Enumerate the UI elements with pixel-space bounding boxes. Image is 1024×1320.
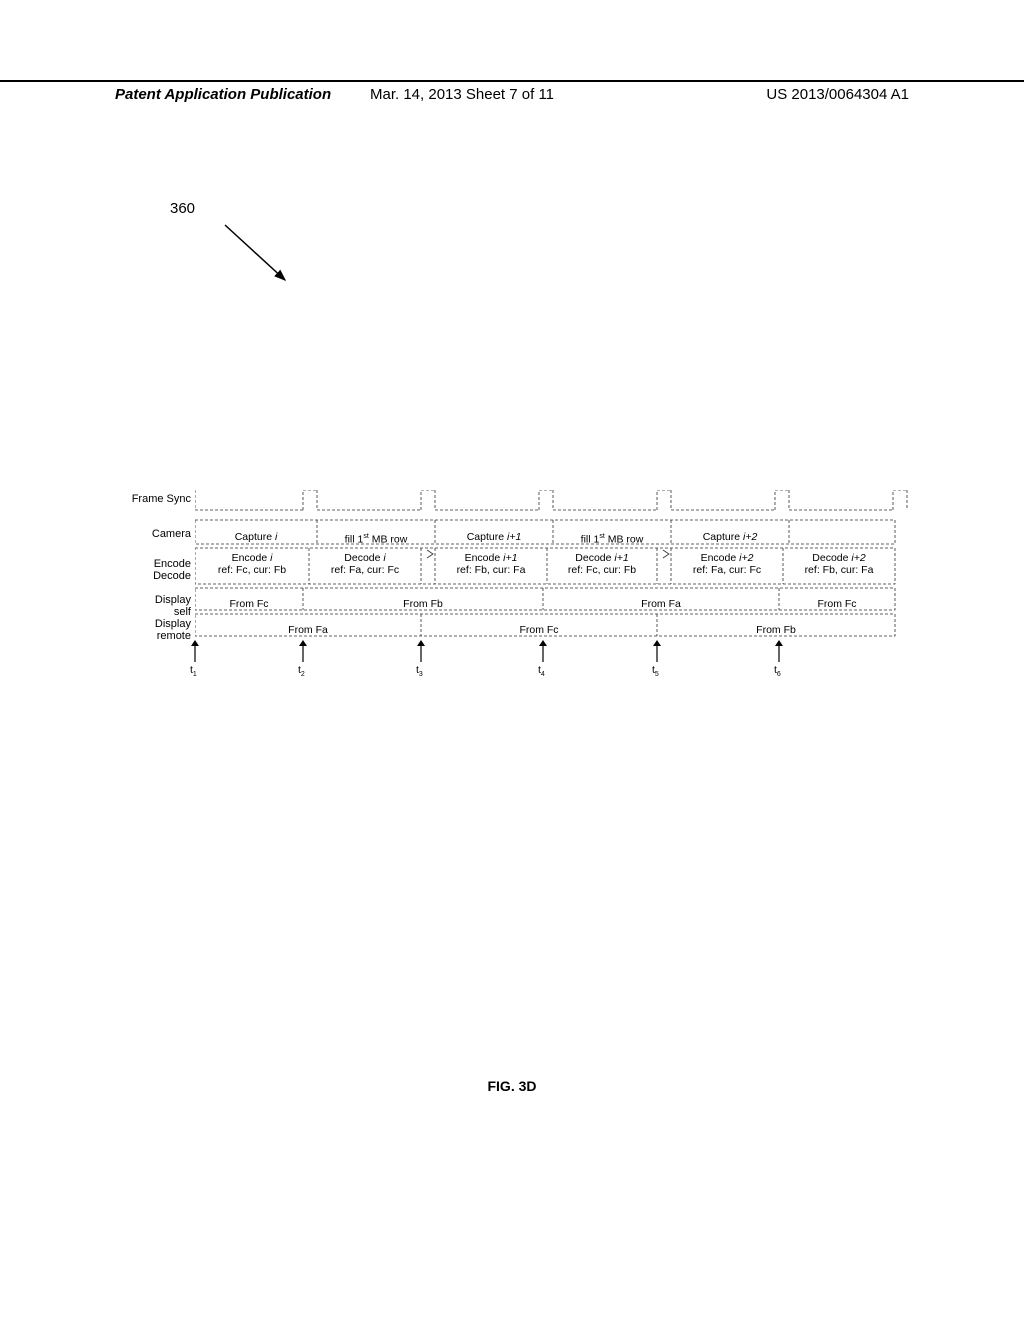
timestamp-arrow	[537, 640, 549, 664]
cell: Capture i+2	[671, 525, 789, 549]
cell: fill 1st MB row	[317, 525, 435, 549]
row-label-encode-decode: EncodeDecode	[131, 558, 191, 582]
timestamp-arrow	[297, 640, 309, 664]
timestamp-label: t1	[190, 664, 197, 678]
row-label-display-self: Displayself	[131, 594, 191, 618]
cell: Decode i+1ref: Fc, cur: Fb	[547, 552, 657, 588]
timestamp-label: t5	[652, 664, 659, 678]
row-label-display-remote: Displayremote	[131, 618, 191, 642]
cell: From Fc	[421, 618, 657, 640]
cell: From Fa	[195, 618, 421, 640]
cell: From Fb	[657, 618, 895, 640]
row-label-frame-sync: Frame Sync	[131, 493, 191, 505]
timestamp-arrow	[415, 640, 427, 664]
cell: Encode iref: Fc, cur: Fb	[195, 552, 309, 588]
cell: Encode i+1ref: Fb, cur: Fa	[435, 552, 547, 588]
timestamp-label: t3	[416, 664, 423, 678]
cell: From Fa	[543, 592, 779, 614]
figure-label: FIG. 3D	[0, 1078, 1024, 1094]
cell: Capture i+1	[435, 525, 553, 549]
timestamp-arrow	[773, 640, 785, 664]
cell: From Fb	[303, 592, 543, 614]
cell: fill 1st MB row	[553, 525, 671, 549]
timestamp-label: t6	[774, 664, 781, 678]
timestamp-label: t4	[538, 664, 545, 678]
cell: Capture i	[195, 525, 317, 549]
cell: From Fc	[779, 592, 895, 614]
page: Patent Application Publication Mar. 14, …	[0, 0, 1024, 1320]
cell: Decode i+2ref: Fb, cur: Fa	[783, 552, 895, 588]
timestamp-label: t2	[298, 664, 305, 678]
timestamp-arrow	[189, 640, 201, 664]
cell: Encode i+2ref: Fa, cur: Fc	[671, 552, 783, 588]
row-label-camera: Camera	[131, 528, 191, 540]
cell: Decode iref: Fa, cur: Fc	[309, 552, 421, 588]
timestamp-arrow	[651, 640, 663, 664]
cell: From Fc	[195, 592, 303, 614]
